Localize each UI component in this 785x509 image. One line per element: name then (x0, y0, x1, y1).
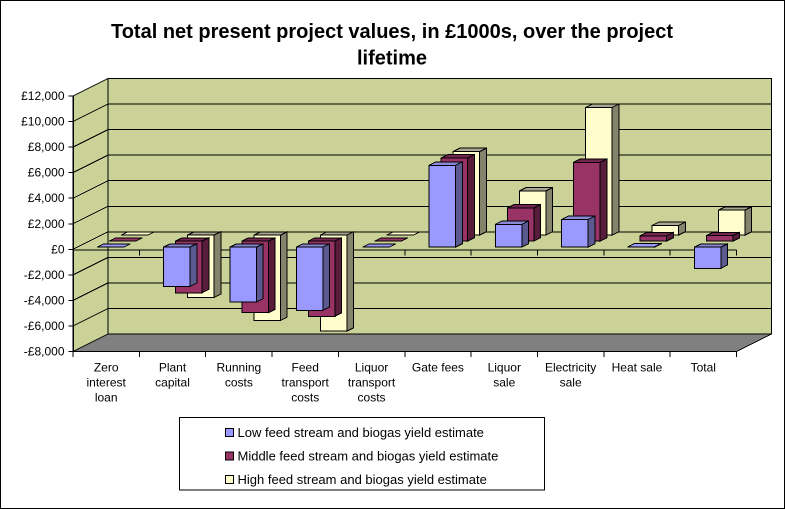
svg-text:£12,000: £12,000 (21, 89, 65, 103)
svg-text:-£2,000: -£2,000 (24, 268, 65, 282)
svg-text:Heat sale: Heat sale (612, 361, 663, 375)
svg-text:costs: costs (225, 376, 253, 390)
svg-text:sale: sale (560, 376, 582, 390)
svg-text:Liquor: Liquor (488, 361, 521, 375)
svg-text:loan: loan (95, 391, 118, 405)
svg-text:costs: costs (291, 391, 319, 405)
svg-text:transport: transport (348, 376, 396, 390)
svg-text:Total net present project valu: Total net present project values, in £10… (111, 21, 673, 43)
svg-text:£2,000: £2,000 (28, 217, 65, 231)
svg-text:£0: £0 (51, 242, 65, 256)
svg-text:sale: sale (493, 376, 515, 390)
svg-text:Plant: Plant (159, 361, 187, 375)
svg-text:£6,000: £6,000 (28, 166, 65, 180)
svg-text:-£8,000: -£8,000 (24, 345, 65, 359)
svg-text:Running: Running (217, 361, 262, 375)
svg-text:Feed: Feed (292, 361, 319, 375)
svg-text:lifetime: lifetime (357, 48, 427, 70)
svg-text:Gate fees: Gate fees (412, 361, 464, 375)
svg-text:Total: Total (691, 361, 716, 375)
svg-text:Middle feed stream and biogas: Middle feed stream and biogas yield esti… (238, 449, 499, 464)
svg-text:£8,000: £8,000 (28, 140, 65, 154)
svg-text:Electricity: Electricity (545, 361, 596, 375)
svg-text:-£6,000: -£6,000 (24, 319, 65, 333)
svg-text:capital: capital (155, 376, 190, 390)
svg-text:costs: costs (358, 391, 386, 405)
svg-text:£4,000: £4,000 (28, 191, 65, 205)
svg-text:Zero: Zero (94, 361, 119, 375)
svg-text:interest: interest (86, 376, 126, 390)
svg-text:transport: transport (282, 376, 330, 390)
svg-text:High feed stream and biogas yi: High feed stream and biogas yield estima… (238, 472, 487, 487)
svg-text:£10,000: £10,000 (21, 115, 65, 129)
svg-text:Low feed stream and biogas yie: Low feed stream and biogas yield estimat… (238, 425, 484, 440)
svg-text:Liquor: Liquor (355, 361, 388, 375)
svg-text:-£4,000: -£4,000 (24, 293, 65, 307)
